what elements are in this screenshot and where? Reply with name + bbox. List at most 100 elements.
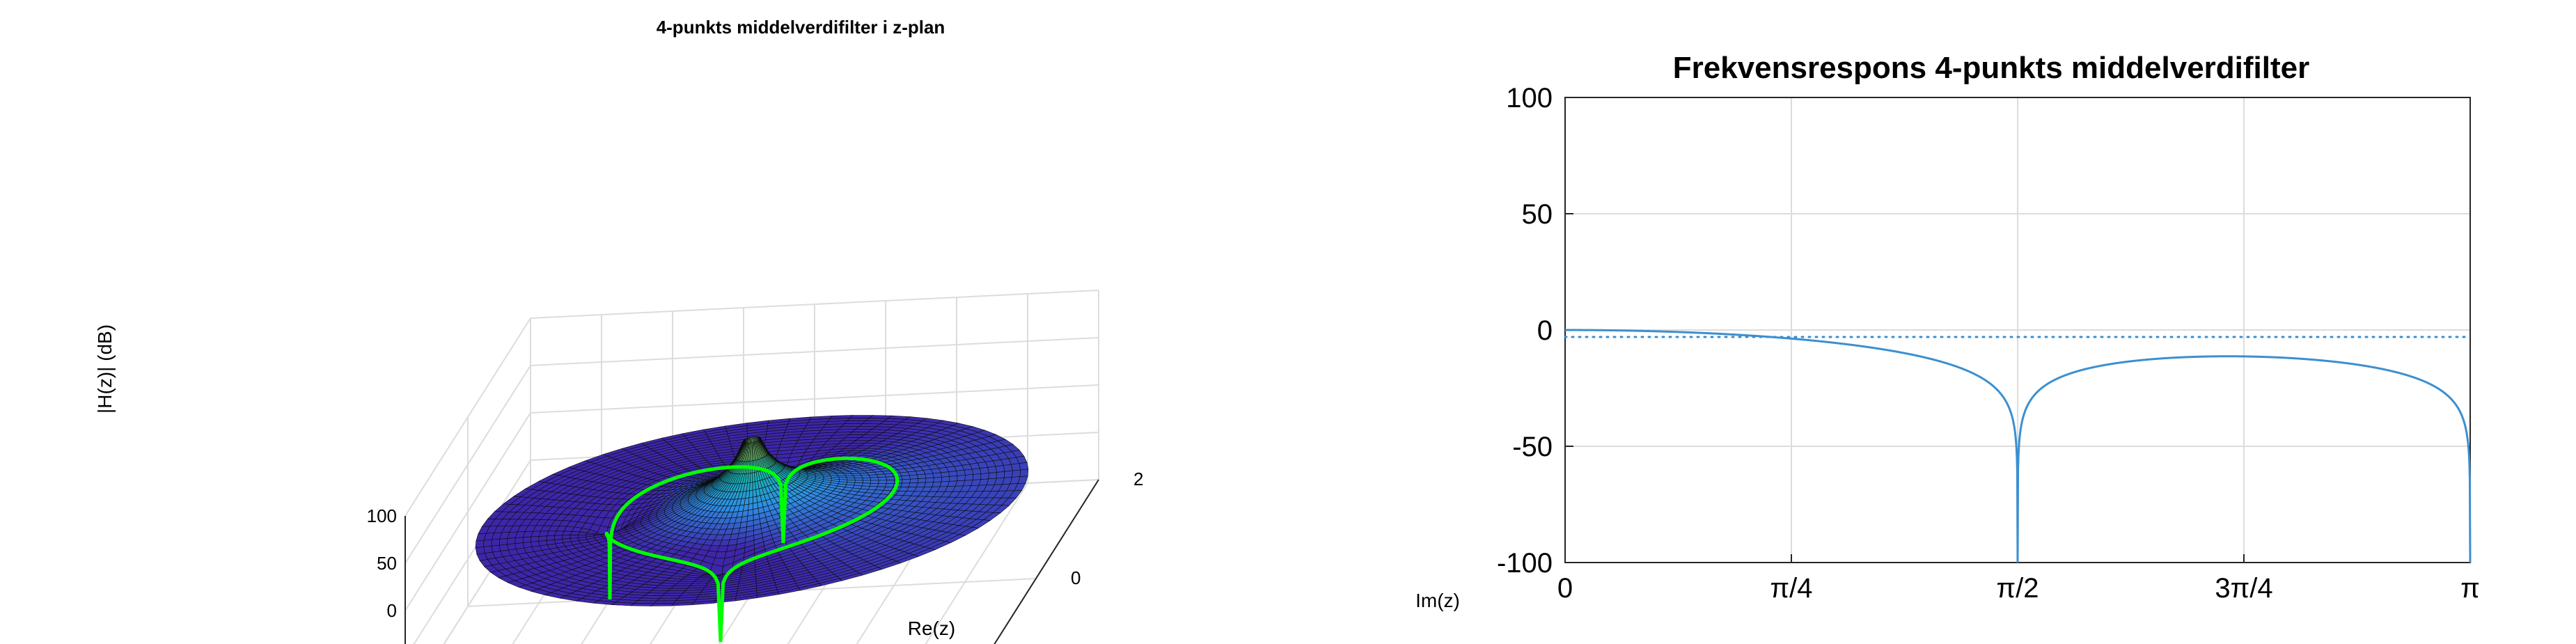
freq-ytick-label: 100 [1506, 83, 1553, 113]
surface-patch [964, 474, 974, 481]
surface-title: 4-punkts middelverdifilter i z-plan [657, 17, 945, 38]
surface-patch [862, 477, 872, 481]
surface-ytick-label: 0 [1071, 567, 1081, 588]
surface-patch [667, 588, 689, 592]
surface-patch [752, 489, 757, 498]
surface-xlabel: Re(z) [908, 618, 955, 639]
surface-patch [1011, 463, 1021, 471]
surface-grid-line [405, 365, 531, 564]
surface-patch [917, 478, 927, 483]
freq-series [1564, 329, 2472, 563]
surface-patch [1019, 462, 1029, 471]
surface-patch [933, 476, 942, 482]
surface-patch [885, 483, 895, 487]
surface-patch [849, 415, 874, 418]
surface-patch [925, 477, 934, 483]
surface-patch [676, 581, 696, 584]
freq-xtick-label: π [2460, 573, 2480, 604]
surface-patch [630, 602, 654, 606]
surface-patch [1019, 469, 1029, 477]
surface-patch [868, 474, 879, 478]
surface-patch [964, 469, 974, 476]
surface-patch [870, 477, 879, 481]
surface-grid-line [530, 337, 1099, 366]
surface-mesh [475, 415, 1029, 643]
surface-patch [988, 472, 997, 480]
freq-tick-labels: 0 π/4 π/2 3π/4 π -100 -50 0 50 100 [1497, 83, 2480, 604]
surface-patch [932, 472, 942, 478]
surface-grid-line [530, 290, 1099, 319]
freq-xtick-label: π/4 [1770, 573, 1813, 604]
surface-patch [776, 453, 792, 459]
surface-patch [491, 538, 501, 547]
surface-ztick-label: 100 [367, 505, 397, 526]
freq-title: Frekvensrespons 4-punkts middelverdifilt… [1673, 51, 2310, 85]
freq-xtick-label: 3π/4 [2215, 573, 2272, 604]
surface-patch [515, 537, 524, 544]
surface-patch [483, 539, 492, 547]
surface-patch [925, 473, 934, 479]
surface-patch [870, 480, 879, 484]
surface-patch [971, 468, 982, 475]
surface-patch [1003, 464, 1013, 472]
surface-patch [691, 600, 716, 606]
freq-magnitude-line [1565, 329, 2472, 563]
surface-patch [972, 473, 982, 480]
surface-patch [752, 496, 758, 504]
freq-ytick-label: -100 [1497, 548, 1553, 579]
surface-axis-y [994, 479, 1099, 644]
surface-ytick-label: 2 [1133, 469, 1143, 489]
surface-patch [987, 466, 997, 473]
surface-patch [650, 603, 675, 606]
surface-patch [941, 476, 950, 482]
surface-patch [752, 481, 756, 491]
surface-patch [877, 476, 887, 481]
freq-ytick-label: -50 [1512, 432, 1553, 462]
surface-patch [886, 479, 895, 484]
surface-ylabel: Im(z) [1415, 590, 1460, 611]
surface-patch [664, 590, 686, 594]
surface-patch [995, 465, 1005, 473]
surface-patch [748, 503, 754, 511]
freq-ytick-label: 50 [1522, 199, 1553, 230]
frequency-response-chart: Frekvensrespons 4-punkts middelverdifilt… [1497, 51, 2480, 604]
surface-patch [900, 482, 911, 487]
surface-patch [878, 480, 887, 484]
surface-patch [877, 483, 887, 487]
surface-patch [909, 474, 918, 480]
surface-patch [948, 471, 958, 477]
surface-patch [902, 478, 911, 484]
surface-patch [957, 475, 966, 482]
surface-ztick-label: 0 [387, 600, 397, 621]
surface-grid-line [413, 460, 531, 644]
surface-unit-circle [604, 456, 900, 643]
surface-zlabel: |H(z)| (dB) [94, 324, 116, 414]
surface-patch [869, 482, 879, 487]
surface-ztick-label: 50 [377, 553, 397, 574]
surface-patch [908, 482, 918, 487]
surface-patch [949, 476, 958, 482]
freq-xtick-label: π/2 [1997, 573, 2039, 604]
surface-patch [886, 476, 895, 481]
surface-patch [1012, 469, 1021, 478]
surface-grid-line [530, 384, 1099, 414]
surface-patch [1003, 470, 1013, 478]
surface-patch [916, 482, 926, 487]
surface-patch [901, 475, 911, 480]
surface-patch [507, 537, 516, 545]
surface-patch [980, 473, 989, 480]
surface-patch [909, 478, 918, 484]
surface-grid-line [405, 317, 531, 517]
surface-patch [853, 475, 863, 478]
surface-grid-line [405, 412, 531, 611]
surface-patch [475, 547, 485, 555]
surface-patch [854, 478, 863, 481]
surface-chart: 4-punkts middelverdifilter i z-plan -2-1… [94, 17, 1460, 644]
surface-patch [861, 475, 871, 478]
freq-xtick-label: 0 [1557, 573, 1573, 604]
surface-patch [670, 586, 691, 589]
surface-patch [498, 538, 508, 546]
surface-patch [956, 469, 966, 476]
